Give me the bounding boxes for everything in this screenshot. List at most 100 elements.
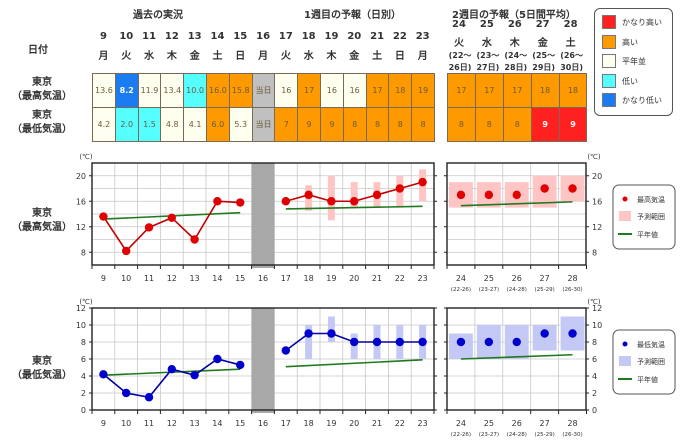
observed-point — [213, 354, 222, 364]
observed-point — [236, 198, 245, 207]
y-tick-label-left: 10 — [76, 321, 86, 330]
week2-range-end: 27日) — [476, 63, 500, 72]
week2-day-of-week: 金 — [537, 38, 548, 49]
week2-x-tick-label: 25 — [484, 419, 494, 428]
y-tick-label-right: 0 — [592, 406, 597, 415]
y-tick-label-left: 16 — [76, 197, 86, 206]
y-unit-right: (℃) — [587, 153, 601, 161]
y-tick-label-left: 12 — [76, 223, 86, 232]
header-past: 過去の実況 — [133, 10, 183, 21]
day-number: 9 — [100, 31, 107, 42]
day-of-week: 火 — [121, 51, 132, 62]
week2-day-number: 28 — [563, 19, 578, 30]
x-tick-label: 11 — [144, 419, 154, 428]
observed-point — [144, 223, 154, 232]
normal-line-week2 — [460, 353, 573, 360]
x-tick-label: 12 — [167, 419, 177, 428]
week2-point — [484, 337, 494, 347]
day-number: 16 — [256, 31, 271, 42]
row-label-high: 東京 （最高気温） — [7, 76, 77, 104]
day-number: 14 — [210, 31, 225, 42]
week2-low-temp-cell: 8 — [474, 107, 504, 142]
row-label-low: 東京 （最低気温） — [7, 109, 77, 137]
x-tick-label: 13 — [190, 274, 200, 283]
week2-x-range-label: (23-27) — [479, 432, 499, 438]
day-number: 12 — [164, 31, 179, 42]
forecast-point — [418, 337, 427, 347]
high-chart-frame — [91, 162, 435, 266]
week2-range-start: (22〜 — [448, 51, 472, 60]
week2-range-end: 28日) — [504, 63, 528, 72]
x-tick-label: 15 — [235, 274, 245, 283]
x-tick-label: 18 — [304, 419, 314, 428]
x-tick-label: 9 — [101, 419, 106, 428]
day-number: 10 — [119, 31, 134, 42]
day-number: 18 — [301, 31, 316, 42]
chart-label-low-type: （最低気温） — [12, 370, 72, 381]
day-number: 13 — [187, 31, 202, 42]
day-of-week: 土 — [372, 51, 383, 62]
day-of-week: 月 — [258, 51, 269, 62]
y-tick-label-right: 8 — [592, 338, 597, 347]
day-number: 11 — [142, 31, 157, 42]
y-tick-label-left: 6 — [81, 355, 86, 364]
chart-label-low-city: 東京 — [32, 356, 52, 367]
forecast-point — [327, 197, 336, 206]
week2-point — [568, 184, 577, 193]
x-tick-label: 17 — [281, 419, 291, 428]
week2-x-range-label: (23-27) — [479, 287, 499, 293]
week2-x-tick-label: 27 — [540, 419, 550, 428]
observed-point — [122, 246, 131, 256]
week2-range-end: 30日) — [560, 63, 583, 72]
week2-day-of-week: 土 — [565, 38, 576, 49]
week2-x-tick-label: 25 — [484, 274, 494, 283]
legend-point-icon — [622, 196, 628, 202]
week2-range-start: (24〜 — [504, 51, 528, 60]
week2-x-range-label: (25-29) — [535, 287, 555, 293]
forecast-range-bar — [305, 325, 313, 359]
week2-day-number: 25 — [479, 19, 494, 30]
legend-swatch — [602, 34, 616, 49]
legend-label: 平年並 — [622, 57, 646, 66]
week2-x-tick-label: 24 — [456, 419, 466, 428]
x-tick-label: 9 — [101, 274, 106, 283]
legend-normal-label: 平年値 — [637, 230, 658, 239]
high-week2-frame — [446, 162, 587, 266]
y-tick-label-left: 20 — [76, 172, 86, 181]
forecast-point — [304, 190, 313, 200]
x-tick-label: 10 — [121, 419, 131, 428]
forecast-point — [395, 184, 404, 193]
legend-range-icon — [619, 211, 631, 221]
forecast-point — [304, 329, 313, 338]
legend-swatch — [602, 54, 616, 68]
forecast-point — [327, 329, 336, 338]
week2-low-temp-cell: 9 — [530, 107, 560, 142]
legend-label: 低い — [622, 76, 638, 86]
week2-low-temp-cell: 8 — [502, 107, 532, 142]
week2-day-number: 27 — [535, 19, 550, 30]
day-number: 23 — [415, 31, 430, 42]
x-tick-label: 23 — [418, 419, 428, 428]
observed-point — [99, 212, 108, 221]
week2-x-range-label: (22-26) — [451, 287, 471, 293]
legend-point-icon — [622, 341, 628, 347]
y-tick-label-left: 4 — [81, 372, 86, 381]
y-tick-label-left: 8 — [81, 338, 86, 347]
y-tick-label-left: 0 — [81, 406, 86, 415]
week2-high-temp-cell: 17 — [474, 73, 504, 108]
day-of-week: 月 — [98, 51, 109, 62]
y-tick-label-right: 16 — [592, 197, 602, 206]
forecast-range-bar — [350, 182, 358, 208]
week2-range-start: (23〜 — [476, 51, 500, 60]
y-tick-label-left: 12 — [76, 304, 86, 313]
row-label-low-type: （最低気温） — [12, 124, 72, 135]
week2-x-tick-label: 24 — [456, 274, 466, 283]
x-tick-label: 11 — [144, 274, 154, 283]
week2-point — [484, 190, 494, 200]
day-number: 20 — [347, 31, 362, 42]
week2-x-range-label: (22-26) — [451, 432, 471, 438]
normal-line-week2 — [460, 201, 573, 207]
x-tick-label: 15 — [235, 419, 245, 428]
x-tick-label: 22 — [395, 274, 405, 283]
chart-label-high: 東京 （最高気温） — [7, 207, 77, 235]
